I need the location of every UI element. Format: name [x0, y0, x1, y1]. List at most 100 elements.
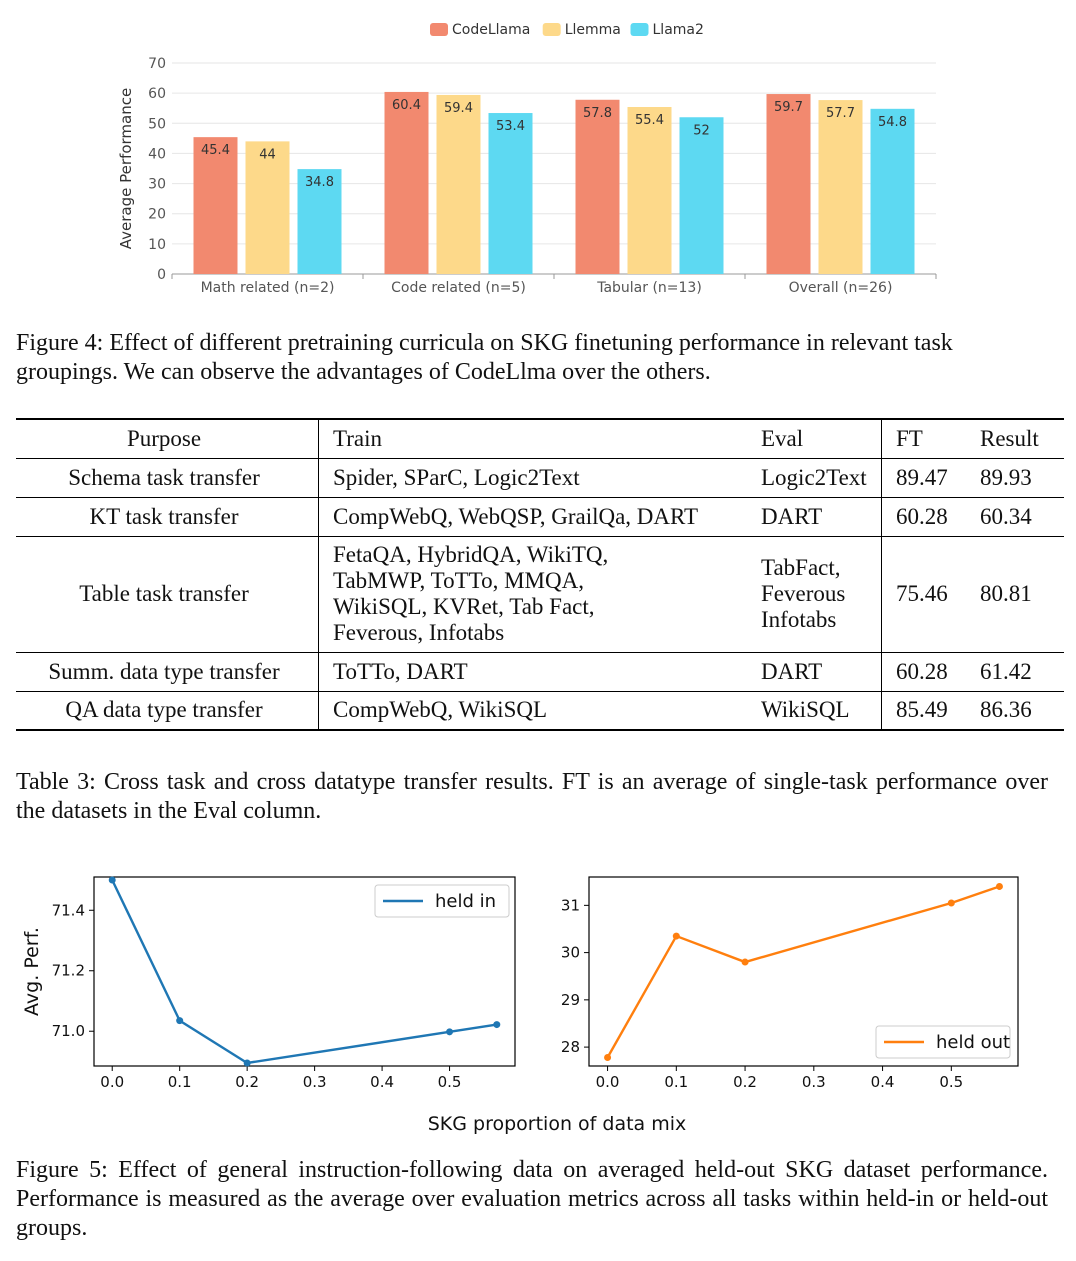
figure4-bar-chart: 0 10 20 30 40 50 60 70 Average Performance Math r… — [117, 22, 937, 296]
y-tick-label: 28 — [561, 1038, 580, 1056]
data-point — [446, 1028, 454, 1036]
data-point — [108, 876, 116, 884]
data-label: 45.4 — [201, 143, 230, 158]
cell-train: CompWebQ, WikiSQL — [318, 691, 761, 730]
data-point — [493, 1021, 501, 1029]
cell-eval: Logic2Text — [761, 464, 867, 490]
data-label: 55.4 — [635, 113, 664, 128]
y-axis-label: Avg. Perf. — [21, 927, 43, 1016]
y-tick-label: 30 — [561, 944, 580, 962]
x-tick-label: 0.4 — [871, 1073, 895, 1091]
data-label: 60.4 — [392, 98, 421, 113]
cell-ft: 60.28 — [881, 497, 980, 536]
eval-line: Infotabs — [761, 607, 837, 632]
data-point — [947, 899, 955, 907]
cell-eval: WikiSQL — [761, 697, 850, 723]
legend-label: held in — [435, 891, 496, 912]
train-line: Feverous, Infotabs — [333, 620, 505, 645]
bar-llama2 — [679, 117, 724, 274]
x-tick-label: 0.3 — [802, 1073, 826, 1091]
bar-codellama — [193, 137, 238, 274]
legend-label: CodeLlama — [452, 22, 530, 38]
legend-label: held out — [936, 1032, 1010, 1053]
cell-ft: 75.46 — [881, 536, 980, 652]
x-axis-label: SKG proportion of data mix — [428, 1113, 687, 1135]
cell-purpose: Summ. data type transfer — [48, 658, 280, 684]
cell-train: Spider, SParC, Logic2Text — [318, 458, 761, 497]
x-tick-label: Code related (n=5) — [391, 280, 526, 296]
data-label: 57.8 — [583, 106, 612, 121]
table-header-row: Purpose Train Eval FT Result — [16, 419, 1064, 458]
data-point — [995, 882, 1003, 890]
plot-frame — [93, 876, 516, 1067]
cell-train: FetaQA, HybridQA, WikiTQ, TabMWP, ToTTo,… — [318, 536, 761, 652]
legend-label: Llemma — [565, 22, 621, 38]
x-tick-label: 0.2 — [235, 1073, 259, 1091]
bar-llemma — [818, 100, 863, 274]
data-label: 52 — [693, 123, 710, 138]
cell-eval: DART — [761, 503, 823, 529]
table3-caption: Table 3: Cross task and cross datatype t… — [16, 769, 1048, 824]
data-label: 44 — [259, 147, 276, 162]
cell-train: ToTTo, DART — [318, 652, 761, 691]
legend-box — [374, 884, 510, 918]
x-tick-label: Overall (n=26) — [789, 280, 893, 296]
y-tick-label: 20 — [148, 207, 166, 223]
y-tick-label: 71.4 — [52, 901, 85, 919]
train-line: WikiSQL, KVRet, Tab Fact, — [333, 594, 595, 619]
x-tick-label: 0.1 — [664, 1073, 688, 1091]
legend-swatch-llama2 — [630, 23, 649, 36]
legend-label: Llama2 — [653, 22, 704, 38]
header-eval: Eval — [761, 425, 804, 451]
table-row: Schema task transfer Spider, SParC, Logi… — [16, 458, 1064, 497]
x-tick-label: 0.5 — [438, 1073, 462, 1091]
cell-result: 60.34 — [980, 503, 1032, 529]
cell-eval: TabFact, Feverous Infotabs — [761, 536, 882, 652]
figure5-caption: Figure 5: Effect of general instruction-… — [16, 1157, 1048, 1241]
data-label: 57.7 — [826, 106, 855, 121]
data-point — [243, 1059, 251, 1067]
y-tick-label: 70 — [148, 56, 166, 72]
cell-ft: 89.47 — [881, 458, 980, 497]
x-tick-label: 0.5 — [939, 1073, 963, 1091]
y-tick-label: 0 — [157, 267, 166, 283]
figure4-caption: Figure 4: Effect of different pretrainin… — [16, 330, 953, 385]
x-tick-label: 0.4 — [370, 1073, 394, 1091]
bar-llemma — [436, 94, 481, 274]
table-row: KT task transfer CompWebQ, WebQSP, Grail… — [16, 497, 1064, 536]
cell-purpose: Schema task transfer — [68, 464, 260, 490]
data-label: 59.4 — [444, 101, 473, 116]
header-purpose: Purpose — [126, 425, 202, 451]
table-row: Summ. data type transfer ToTTo, DART DAR… — [16, 652, 1064, 691]
header-ft: FT — [881, 419, 980, 458]
cell-ft: 60.28 — [881, 652, 980, 691]
table3: Purpose Train Eval FT Result Schema task… — [16, 418, 1064, 731]
cell-eval: DART — [761, 658, 823, 684]
x-tick-label: 0.3 — [303, 1073, 327, 1091]
data-point — [176, 1017, 184, 1025]
y-axis-label: Average Performance — [117, 88, 135, 249]
data-label: 53.4 — [496, 119, 525, 134]
y-tick-label: 10 — [148, 237, 166, 253]
y-tick-label: 71.2 — [52, 962, 85, 980]
data-label: 59.7 — [774, 100, 803, 115]
cell-purpose: QA data type transfer — [65, 697, 263, 723]
cell-train: CompWebQ, WebQSP, GrailQa, DART — [318, 497, 761, 536]
bar-codellama — [384, 91, 429, 275]
cell-result: 61.42 — [980, 658, 1032, 684]
x-tick-label: 0.0 — [100, 1073, 124, 1091]
data-point — [672, 932, 680, 940]
y-tick-label: 71.0 — [52, 1022, 85, 1040]
table-row: Table task transfer FetaQA, HybridQA, Wi… — [16, 536, 1064, 652]
bar-llemma — [627, 107, 672, 274]
cell-purpose: KT task transfer — [89, 503, 239, 529]
y-tick-label: 29 — [561, 991, 580, 1009]
bar-codellama — [575, 99, 620, 274]
eval-line: Feverous — [761, 581, 846, 606]
figure5-line-charts: 0.0 0.1 0.2 0.3 0.4 0.5 71.0 71.2 71.4 Avg. Perf.… — [21, 876, 1019, 1135]
data-label: 54.8 — [878, 115, 907, 130]
data-label: 34.8 — [305, 175, 334, 190]
bar-llama2 — [488, 113, 533, 274]
x-tick-label: 0.1 — [168, 1073, 192, 1091]
bar-codellama — [766, 94, 811, 274]
